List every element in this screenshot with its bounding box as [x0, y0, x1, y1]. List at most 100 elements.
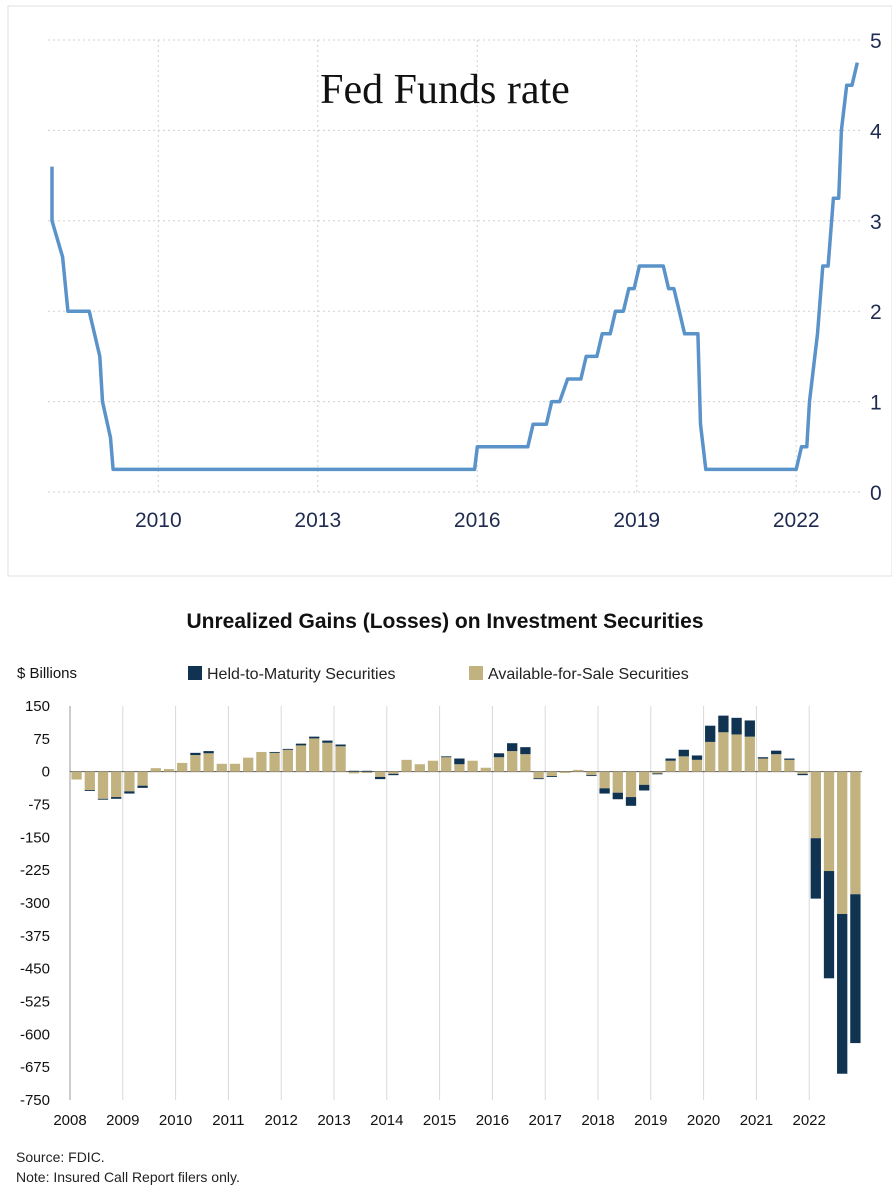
y-tick-label: -225: [20, 862, 50, 879]
bar-afs-2014-Q2: [401, 759, 412, 772]
y-tick-label: -75: [28, 797, 50, 814]
y-tick-label: 0: [870, 482, 882, 505]
bar-afs-2020-Q2: [718, 732, 729, 772]
bar-htm-2021-Q1: [757, 757, 769, 759]
bar-htm-2008-Q4: [111, 797, 122, 799]
bar-htm-2016-Q2: [507, 743, 518, 752]
x-tick-label: 2021: [740, 1112, 773, 1129]
bar-afs-2009-Q3: [150, 768, 161, 772]
bar-afs-2014-Q3: [414, 764, 425, 772]
bar-afs-2010-Q4: [216, 763, 227, 772]
x-tick-label: 2009: [106, 1112, 139, 1129]
bar-htm-2020-Q2: [718, 715, 729, 733]
bar-htm-2013-Q3: [361, 770, 373, 772]
bar-htm-2021-Q2: [771, 750, 782, 755]
bar-afs-2018-Q1: [599, 771, 610, 789]
bar-afs-2020-Q3: [731, 734, 742, 772]
bar-afs-2014-Q1: [388, 771, 399, 774]
x-tick-label: 2016: [454, 509, 501, 532]
bar-afs-2010-Q3: [203, 753, 214, 772]
x-tick-label: 2012: [265, 1112, 298, 1129]
bar-afs-2022-Q2: [823, 771, 835, 872]
bar-afs-2022-Q1: [810, 771, 821, 839]
bar-afs-2014-Q4: [427, 760, 439, 772]
bar-afs-2010-Q1: [177, 762, 188, 772]
y-tick-label: 5: [870, 30, 882, 53]
bar-htm-2021-Q4: [797, 773, 808, 776]
x-tick-label: 2014: [370, 1112, 403, 1129]
y-tick-label: 1: [870, 392, 882, 415]
y-tick-label: -600: [20, 1026, 50, 1043]
bar-htm-2019-Q1: [652, 773, 663, 775]
bar-afs-2016-Q2: [507, 751, 518, 772]
bar-afs-2020-Q4: [744, 736, 755, 772]
bar-afs-2015-Q4: [480, 767, 491, 772]
bar-afs-2017-Q2: [559, 771, 571, 773]
bar-afs-2021-Q3: [784, 759, 795, 772]
bar-htm-2012-Q3: [309, 736, 320, 739]
fed-funds-chart-panel: Fed Funds rate 0 1 2 3 4 5 2010 2013 2016 2019 202…: [0, 0, 892, 580]
fed-funds-rate-line: [50, 62, 860, 472]
bar-afs-2010-Q2: [190, 755, 201, 772]
bar-htm-2020-Q3: [731, 717, 742, 735]
bar-afs-2013-Q1: [335, 746, 346, 772]
y-tick-label: 0: [42, 764, 50, 781]
legend-swatch-htm: [188, 666, 202, 680]
bar-htm-2008-Q2: [84, 790, 95, 791]
bar-htm-2018-Q2: [612, 792, 623, 800]
x-tick-label: 2016: [476, 1112, 509, 1129]
bar-htm-2012-Q1: [282, 748, 293, 750]
bar-htm-2013-Q4: [375, 776, 386, 780]
legend-label-afs: Available-for-Sale Securities: [488, 666, 689, 683]
bar-afs-2019-Q4: [691, 759, 703, 772]
bar-afs-2016-Q3: [520, 754, 531, 772]
bar-htm-2012-Q4: [322, 740, 333, 743]
y-tick-label: -300: [20, 895, 50, 912]
fed-funds-chart: Fed Funds rate 0 1 2 3 4 5 2010 2013 2016 2019 202…: [7, 5, 892, 577]
bar-afs-2008-Q2: [84, 771, 95, 791]
bar-htm-2009-Q1: [124, 791, 135, 794]
bar-htm-2010-Q2: [190, 752, 201, 756]
x-tick-label: 2010: [135, 509, 182, 532]
bar-htm-2019-Q4: [691, 755, 703, 760]
bar-htm-2022-Q4: [850, 894, 861, 1044]
bar-afs-2011-Q4: [269, 752, 280, 772]
y-tick-label: 4: [870, 120, 882, 143]
legend-swatch-afs: [469, 666, 483, 680]
y-tick-label: 150: [25, 698, 50, 715]
bar-afs-2018-Q2: [612, 771, 623, 793]
bar-afs-2012-Q1: [282, 749, 293, 772]
y-axis-label: $ Billions: [17, 665, 77, 682]
x-tick-label: 2022: [773, 509, 820, 532]
bar-afs-2016-Q1: [493, 757, 505, 772]
bar-afs-2015-Q2: [454, 764, 465, 772]
bar-afs-2009-Q1: [124, 771, 135, 792]
x-tick-label: 2015: [423, 1112, 456, 1129]
y-tick-label: -525: [20, 994, 50, 1011]
y-tick-label: -375: [20, 928, 50, 945]
x-tick-label: 2008: [53, 1112, 86, 1129]
y-tick-label: 2: [870, 301, 882, 324]
x-tick-label: 2013: [294, 509, 341, 532]
bar-afs-2012-Q3: [309, 738, 320, 772]
bar-afs-2015-Q1: [441, 757, 452, 772]
bar-htm-2021-Q3: [784, 758, 795, 760]
bar-htm-2018-Q1: [599, 788, 610, 794]
x-tick-label: 2013: [317, 1112, 350, 1129]
bar-htm-2022-Q1: [810, 838, 821, 899]
bar-afs-2012-Q2: [295, 745, 307, 772]
x-tick-label: 2018: [581, 1112, 614, 1129]
bar-afs-2016-Q4: [533, 771, 544, 779]
y-tick-label: -675: [20, 1059, 50, 1076]
y-tick-label: -150: [20, 829, 50, 846]
bar-afs-2018-Q4: [639, 771, 650, 785]
bar-afs-2009-Q4: [163, 769, 175, 772]
bar-afs-2018-Q3: [625, 771, 637, 798]
bar-htm-2012-Q2: [295, 743, 307, 746]
bar-afs-2008-Q1: [71, 771, 82, 780]
bar-afs-2009-Q2: [137, 771, 148, 786]
chart-frame: [7, 5, 892, 577]
bar-htm-2018-Q4: [639, 784, 650, 791]
bar-afs-2019-Q1: [652, 771, 663, 774]
bar-htm-2013-Q1: [335, 744, 346, 747]
